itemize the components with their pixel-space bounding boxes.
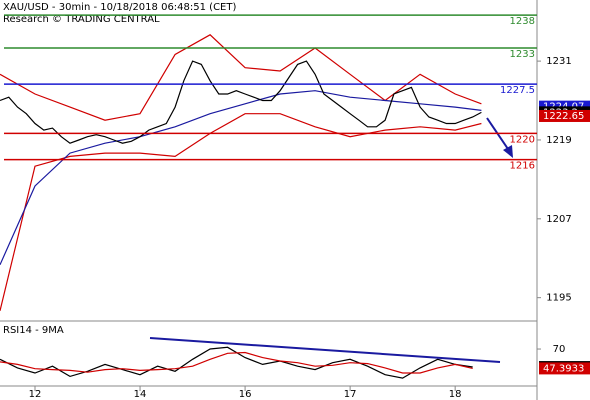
arrow-head — [503, 145, 513, 158]
plot-area — [0, 34, 482, 379]
rsi-trendline — [149, 337, 501, 363]
rsi-title: RSI14 - 9MA — [3, 325, 64, 336]
y-tick-label: 1207 — [546, 214, 571, 225]
forecast-arrow — [486, 117, 511, 153]
level-label: 1216 — [510, 161, 535, 172]
x-tick-label: 12 — [29, 389, 42, 400]
series-line — [0, 90, 482, 266]
y-tick-label: 1231 — [546, 56, 571, 67]
series-line — [0, 60, 482, 144]
y-tick-label: 70 — [553, 344, 566, 355]
x-tick-label: 18 — [449, 389, 462, 400]
level-label: 1227.5 — [500, 85, 535, 96]
price-tag-label: 1222.65 — [543, 111, 584, 122]
y-tick-label: 1219 — [546, 135, 571, 146]
level-label: 1220 — [510, 134, 535, 145]
price-tag — [539, 109, 590, 122]
level-label: 1238 — [510, 16, 535, 27]
chart-title: XAU/USD - 30min - 10/18/2018 06:48:51 (C… — [3, 2, 236, 13]
x-tick-label: 14 — [134, 389, 147, 400]
series-line — [0, 34, 482, 121]
price-tag — [539, 362, 590, 375]
x-tick-label: 16 — [239, 389, 252, 400]
y-tick-label: 1195 — [546, 293, 571, 304]
price-tag-label: 47.3933 — [543, 363, 584, 374]
series-line — [0, 351, 473, 374]
level-label: 1233 — [510, 49, 535, 60]
x-tick-label: 17 — [344, 389, 357, 400]
series-line — [0, 113, 482, 311]
chart-subtitle: Research © TRADING CENTRAL — [3, 14, 160, 25]
